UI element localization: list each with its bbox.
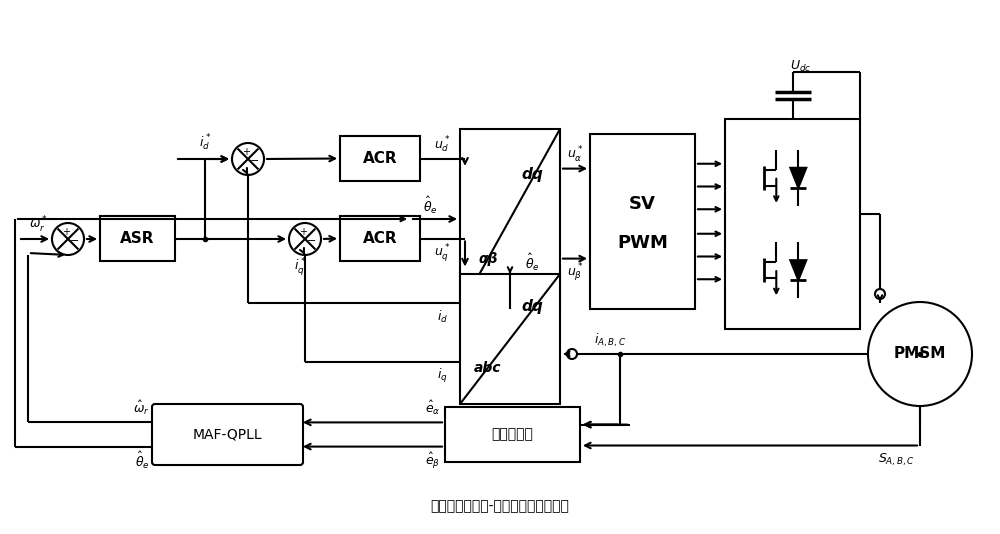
Circle shape <box>232 143 264 175</box>
Text: dq: dq <box>521 167 543 182</box>
Bar <box>460 274 560 404</box>
Text: $u_d^*$: $u_d^*$ <box>434 135 450 155</box>
Circle shape <box>567 349 577 359</box>
Text: $\hat{\theta}_e$: $\hat{\theta}_e$ <box>423 194 437 216</box>
Text: $u_{\beta}^*$: $u_{\beta}^*$ <box>567 262 583 284</box>
Text: abc: abc <box>474 360 502 374</box>
Text: $\hat{\theta}_e$: $\hat{\theta}_e$ <box>135 450 150 471</box>
Bar <box>100 216 175 261</box>
Text: $\omega_r^*$: $\omega_r^*$ <box>29 215 47 235</box>
Text: $\hat{e}_{\beta}$: $\hat{e}_{\beta}$ <box>425 451 440 470</box>
FancyBboxPatch shape <box>152 404 303 465</box>
Text: $S_{A,B,C}$: $S_{A,B,C}$ <box>878 451 915 468</box>
Bar <box>340 136 420 181</box>
Text: ASR: ASR <box>120 231 155 246</box>
Text: $i_d^*$: $i_d^*$ <box>199 133 211 153</box>
Polygon shape <box>790 168 806 188</box>
Bar <box>445 407 580 462</box>
Text: +: + <box>299 227 307 237</box>
Text: ACR: ACR <box>363 231 397 246</box>
Text: 滑模观测器: 滑模观测器 <box>492 428 533 442</box>
Text: $i_q$: $i_q$ <box>437 367 448 386</box>
Circle shape <box>868 302 972 406</box>
Bar <box>340 216 420 261</box>
Circle shape <box>289 223 321 255</box>
Text: $\hat{\omega}_r$: $\hat{\omega}_r$ <box>133 399 150 418</box>
Text: +: + <box>62 227 70 237</box>
Text: $i_q^*$: $i_q^*$ <box>294 256 306 278</box>
Text: MAF-QPLL: MAF-QPLL <box>193 428 262 442</box>
Text: −: − <box>70 236 80 246</box>
Bar <box>590 134 695 309</box>
Text: dq: dq <box>521 299 543 314</box>
Text: $u_q^*$: $u_q^*$ <box>434 241 450 263</box>
Text: ACR: ACR <box>363 151 397 166</box>
Bar <box>725 119 860 329</box>
Text: PWM: PWM <box>617 233 668 252</box>
Circle shape <box>875 289 885 299</box>
Text: $\hat{\theta}_e$: $\hat{\theta}_e$ <box>525 252 539 272</box>
Circle shape <box>52 223 84 255</box>
Text: −: − <box>250 156 260 166</box>
Text: $u_{\alpha}^*$: $u_{\alpha}^*$ <box>567 145 583 164</box>
Text: αβ: αβ <box>478 252 498 265</box>
Text: $i_d$: $i_d$ <box>437 309 448 325</box>
Text: −: − <box>307 236 317 246</box>
Text: 移动均值滤波器-归一化的正交锁相环: 移动均值滤波器-归一化的正交锁相环 <box>431 499 569 513</box>
Polygon shape <box>790 260 806 280</box>
Text: PMSM: PMSM <box>894 347 946 362</box>
Text: $U_{dc}$: $U_{dc}$ <box>790 58 811 74</box>
Text: +: + <box>242 147 250 157</box>
Bar <box>460 129 560 309</box>
Text: $i_{A,B,C}$: $i_{A,B,C}$ <box>594 331 626 349</box>
Text: $\hat{e}_{\alpha}$: $\hat{e}_{\alpha}$ <box>425 399 440 418</box>
Text: SV: SV <box>629 195 656 213</box>
